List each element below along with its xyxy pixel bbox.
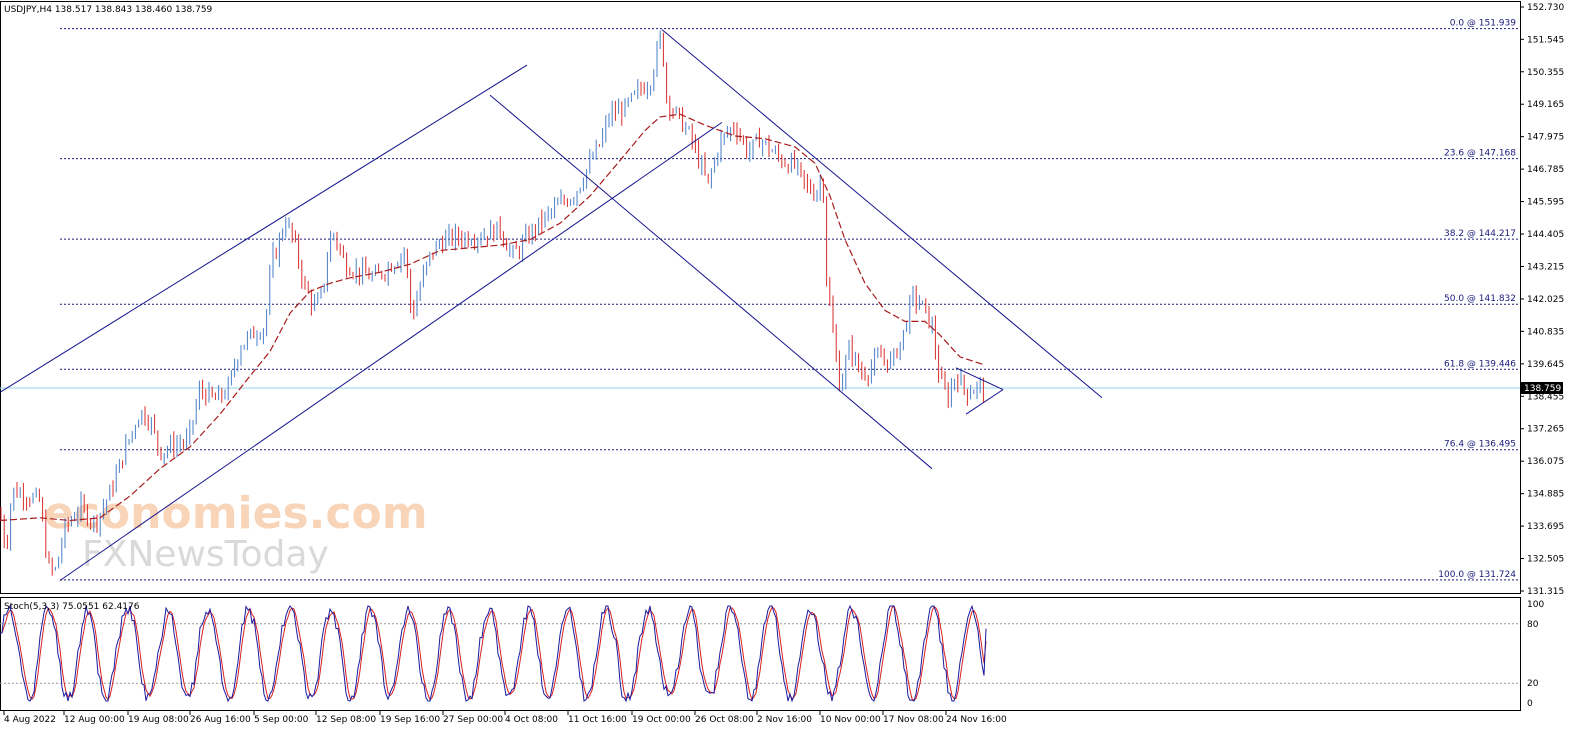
stochastic-oscillator: 100 80 20 0 — [0, 600, 1544, 709]
x-tick-label: 19 Aug 08:00 — [128, 715, 189, 725]
x-tick-label: 26 Oct 08:00 — [695, 715, 754, 725]
channel-line — [661, 29, 1103, 399]
current-price-label: 138.759 — [1524, 384, 1561, 394]
y-tick-label: 134.885 — [1527, 490, 1564, 500]
symbol-header: USDJPY,H4 138.517 138.843 138.460 138.75… — [4, 5, 213, 15]
watermark-line2: FXNewsToday — [82, 534, 329, 575]
fib-label: 50.0 @ 141.832 — [1444, 294, 1516, 304]
x-tick-label: 10 Nov 00:00 — [820, 715, 881, 725]
channel-line — [0, 64, 528, 393]
stoch-axis-label: 0 — [1527, 699, 1533, 709]
stoch-axis-label: 20 — [1527, 679, 1539, 689]
y-tick-label: 149.165 — [1527, 100, 1564, 110]
y-tick-label: 133.695 — [1527, 522, 1564, 532]
y-tick-label: 142.025 — [1527, 295, 1564, 305]
x-tick-label: 12 Sep 08:00 — [316, 715, 376, 725]
fib-label: 23.6 @ 147.168 — [1444, 149, 1516, 159]
price-axis: 152.730 151.545 150.355 149.165 147.975 146.7… — [1520, 3, 1564, 597]
x-tick-label: 17 Nov 08:00 — [883, 715, 944, 725]
y-tick-label: 146.785 — [1527, 165, 1564, 175]
fib-label: 61.8 @ 139.446 — [1444, 359, 1516, 369]
stoch-axis-label: 100 — [1527, 600, 1544, 610]
y-tick-label: 144.405 — [1527, 230, 1564, 240]
x-tick-label: 27 Sep 00:00 — [443, 715, 503, 725]
y-tick-label: 152.730 — [1527, 3, 1564, 13]
watermark-line1: economies.com — [44, 488, 428, 539]
y-tick-label: 145.595 — [1527, 198, 1564, 208]
x-tick-label: 19 Oct 00:00 — [632, 715, 691, 725]
x-tick-label: 4 Oct 08:00 — [505, 715, 558, 725]
y-tick-label: 143.215 — [1527, 262, 1564, 272]
y-tick-label: 136.075 — [1527, 457, 1564, 467]
x-tick-label: 26 Aug 16:00 — [190, 715, 251, 725]
y-tick-label: 147.975 — [1527, 133, 1564, 143]
watermark: economies.com FXNewsToday — [44, 488, 428, 575]
main-panel — [0, 1, 1521, 594]
x-tick-label: 5 Sep 00:00 — [254, 715, 309, 725]
y-tick-label: 150.355 — [1527, 68, 1564, 78]
x-tick-label: 11 Oct 16:00 — [568, 715, 627, 725]
y-tick-label: 132.505 — [1527, 555, 1564, 565]
x-tick-label: 24 Nov 16:00 — [946, 715, 1007, 725]
channel-line — [59, 121, 723, 581]
channel-line — [489, 94, 933, 470]
stoch-panel — [0, 597, 1521, 711]
fib-label: 100.0 @ 131.724 — [1438, 570, 1516, 580]
moving-average-line — [0, 113, 986, 522]
fib-levels: 0.0 @ 151.939 23.6 @ 147.168 38.2 @ 144.21… — [60, 19, 1520, 581]
fib-label: 0.0 @ 151.939 — [1450, 19, 1517, 29]
y-tick-label: 131.315 — [1527, 587, 1564, 597]
x-tick-label: 19 Sep 16:00 — [380, 715, 440, 725]
fib-label: 38.2 @ 144.217 — [1444, 229, 1516, 239]
y-tick-label: 151.545 — [1527, 35, 1564, 45]
y-tick-label: 137.265 — [1527, 425, 1564, 435]
stoch-header: Stoch(5,3,3) 75.0551 62.4176 — [4, 602, 140, 612]
channel-line — [955, 367, 1004, 391]
time-axis: 4 Aug 2022 12 Aug 00:00 19 Aug 08:00 26 Aug… — [3, 711, 1007, 725]
y-tick-label: 138.455 — [1527, 392, 1564, 402]
stoch-signal-line — [0, 605, 987, 702]
candles — [0, 30, 984, 576]
current-price-tag: 138.759 — [1521, 381, 1563, 394]
y-tick-label: 139.645 — [1527, 360, 1564, 370]
x-tick-label: 4 Aug 2022 — [4, 715, 56, 725]
channel-line — [965, 389, 1004, 415]
x-tick-label: 12 Aug 00:00 — [64, 715, 125, 725]
stoch-main-line — [0, 604, 987, 703]
stoch-axis-label: 80 — [1527, 620, 1539, 630]
fib-label: 76.4 @ 136.495 — [1444, 440, 1516, 450]
x-tick-label: 2 Nov 16:00 — [757, 715, 812, 725]
y-tick-label: 140.835 — [1527, 327, 1564, 337]
channel-lines — [0, 29, 1103, 581]
